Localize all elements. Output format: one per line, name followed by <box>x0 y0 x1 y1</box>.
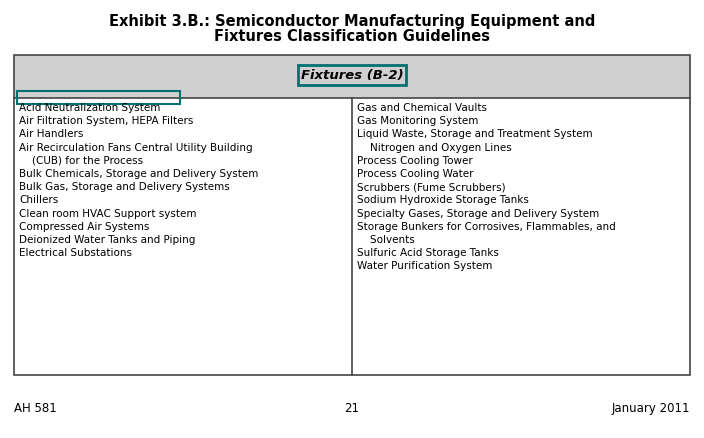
Text: Compressed Air Systems: Compressed Air Systems <box>19 221 149 231</box>
Text: AH 581: AH 581 <box>14 402 57 414</box>
Text: Scrubbers (Fume Scrubbers): Scrubbers (Fume Scrubbers) <box>357 182 505 192</box>
Text: Sulfuric Acid Storage Tanks: Sulfuric Acid Storage Tanks <box>357 247 499 258</box>
Text: 21: 21 <box>344 402 360 414</box>
Bar <box>14 56 690 375</box>
Text: Liquid Waste, Storage and Treatment System: Liquid Waste, Storage and Treatment Syst… <box>357 129 593 139</box>
Text: Solvents: Solvents <box>357 234 415 244</box>
Text: Process Cooling Tower: Process Cooling Tower <box>357 155 473 166</box>
Text: Acid Neutralization System: Acid Neutralization System <box>19 103 161 113</box>
Text: Fixtures (B-2): Fixtures (B-2) <box>301 69 403 82</box>
Text: Nitrogen and Oxygen Lines: Nitrogen and Oxygen Lines <box>357 142 512 152</box>
Text: Gas and Chemical Vaults: Gas and Chemical Vaults <box>357 103 487 113</box>
Text: January 2011: January 2011 <box>612 402 690 414</box>
Text: Air Recirculation Fans Central Utility Building: Air Recirculation Fans Central Utility B… <box>19 142 253 152</box>
Text: (CUB) for the Process: (CUB) for the Process <box>19 155 143 166</box>
Text: Electrical Substations: Electrical Substations <box>19 247 132 258</box>
Text: Process Cooling Water: Process Cooling Water <box>357 169 474 179</box>
Text: Bulk Chemicals, Storage and Delivery System: Bulk Chemicals, Storage and Delivery Sys… <box>19 169 258 179</box>
Text: Clean room HVAC Support system: Clean room HVAC Support system <box>19 208 196 218</box>
Text: Chillers: Chillers <box>19 195 58 205</box>
Text: Exhibit 3.B.: Semiconductor Manufacturing Equipment and: Exhibit 3.B.: Semiconductor Manufacturin… <box>109 14 595 28</box>
Text: Storage Bunkers for Corrosives, Flammables, and: Storage Bunkers for Corrosives, Flammabl… <box>357 221 616 231</box>
Bar <box>14 56 690 99</box>
Bar <box>17 92 180 105</box>
Text: Water Purification System: Water Purification System <box>357 261 492 271</box>
Text: Fixtures Classification Guidelines: Fixtures Classification Guidelines <box>214 28 490 43</box>
Text: Air Filtration System, HEPA Filters: Air Filtration System, HEPA Filters <box>19 116 194 126</box>
Text: Specialty Gases, Storage and Delivery System: Specialty Gases, Storage and Delivery Sy… <box>357 208 599 218</box>
Text: Bulk Gas, Storage and Delivery Systems: Bulk Gas, Storage and Delivery Systems <box>19 182 230 192</box>
Bar <box>298 65 406 85</box>
Text: Deionized Water Tanks and Piping: Deionized Water Tanks and Piping <box>19 234 196 244</box>
Text: Sodium Hydroxide Storage Tanks: Sodium Hydroxide Storage Tanks <box>357 195 529 205</box>
Text: Gas Monitoring System: Gas Monitoring System <box>357 116 479 126</box>
Text: Air Handlers: Air Handlers <box>19 129 83 139</box>
